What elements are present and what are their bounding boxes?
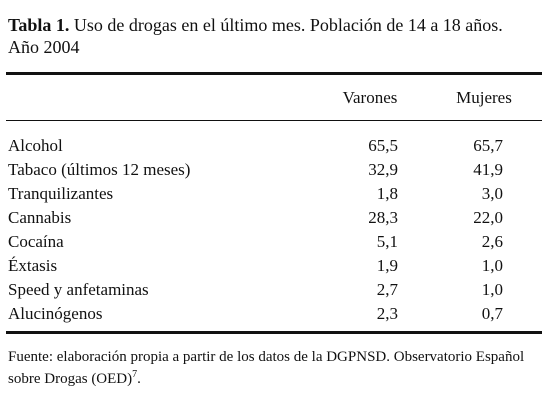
row-label: Alcohol	[8, 136, 63, 155]
footnote: Fuente: elaboración propia a partir de l…	[8, 346, 538, 390]
row-label: Éxtasis	[8, 256, 58, 275]
cell-value: 0,7	[481, 304, 503, 323]
row-label: Tranquilizantes	[8, 184, 114, 203]
cell-value: 3,0	[481, 184, 503, 203]
cell-value: 65,7	[473, 136, 503, 155]
header-rule	[6, 120, 542, 121]
cell-value: 2,3	[376, 304, 398, 323]
column-header: Mujeres	[456, 88, 512, 107]
bottom-rule	[6, 331, 542, 334]
cell-value: 32,9	[368, 160, 398, 179]
cell-value: 1,8	[376, 184, 398, 203]
cell-value: 22,0	[473, 208, 503, 227]
cell-value: 1,9	[376, 256, 398, 275]
row-label: Alucinógenos	[8, 304, 103, 323]
cell-value: 1,0	[481, 256, 503, 275]
row-label: Speed y anfetaminas	[8, 280, 149, 299]
cell-value: 2,7	[376, 280, 398, 299]
footnote-ref: 7	[132, 369, 138, 380]
title-text: Uso de drogas en el último mes. Població…	[8, 15, 503, 57]
cell-value: 28,3	[368, 208, 398, 227]
column-header: Varones	[342, 88, 398, 107]
cell-value: 2,6	[481, 232, 503, 251]
cell-value: 1,0	[481, 280, 503, 299]
table-title: Tabla 1. Uso de drogas en el último mes.…	[8, 14, 528, 58]
title-label: Tabla 1.	[8, 15, 70, 35]
footnote-end: .	[137, 371, 141, 387]
cell-value: 5,1	[376, 232, 398, 251]
top-rule	[6, 72, 542, 75]
cell-value: 65,5	[368, 136, 398, 155]
row-label: Cocaína	[8, 232, 64, 251]
cell-value: 41,9	[473, 160, 503, 179]
footnote-text: Fuente: elaboración propia a partir de l…	[8, 349, 525, 387]
row-label: Tabaco (últimos 12 meses)	[8, 160, 191, 179]
row-label: Cannabis	[8, 208, 72, 227]
